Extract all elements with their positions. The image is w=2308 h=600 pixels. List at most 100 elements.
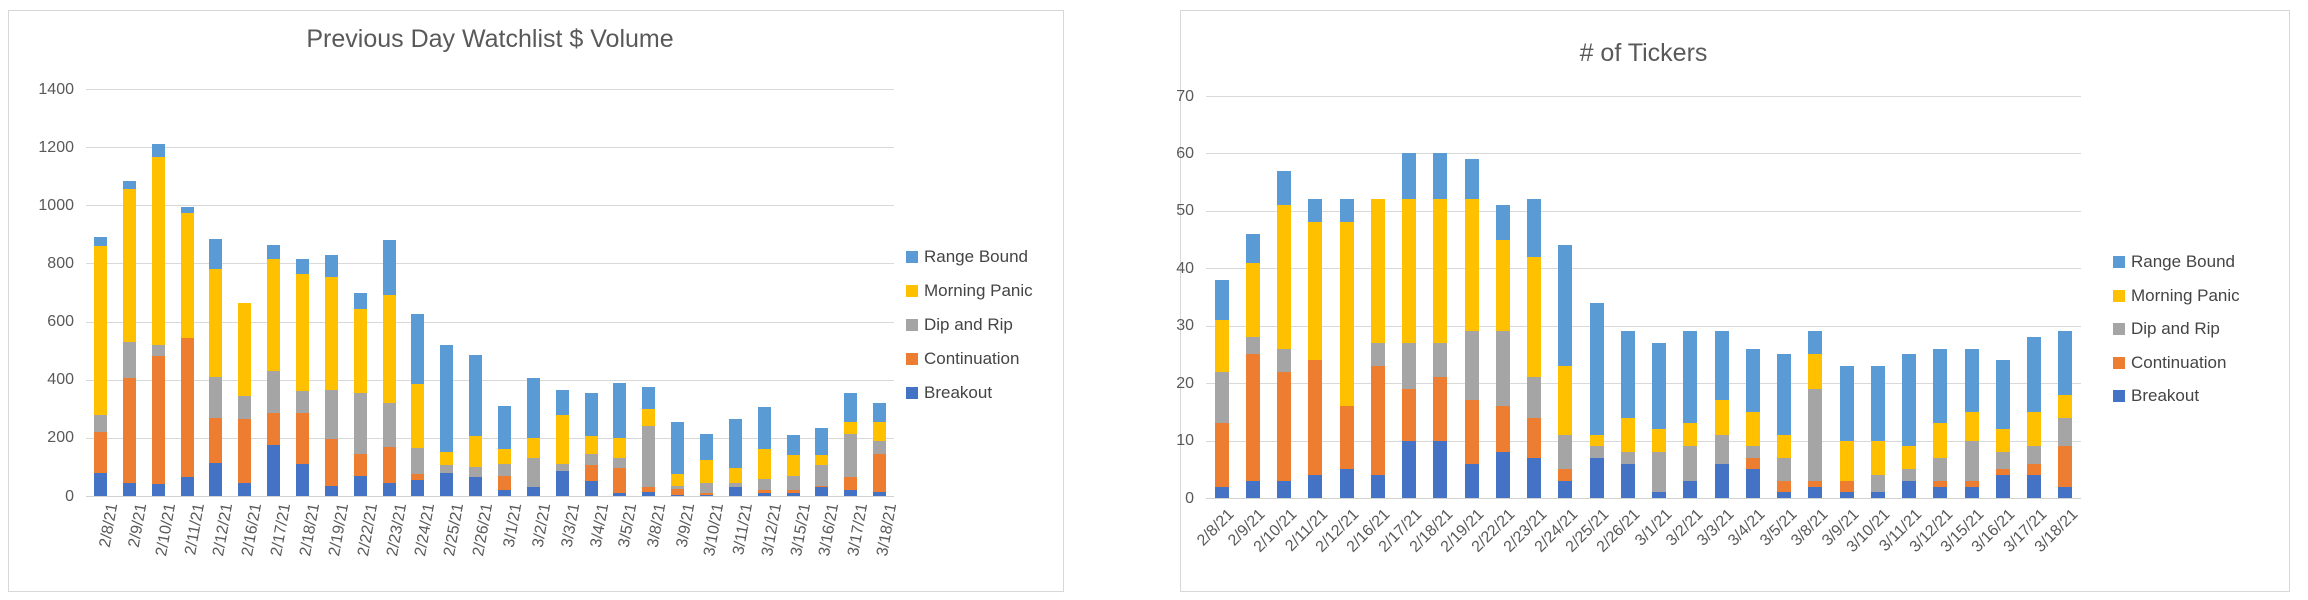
bar-segment-breakout: [815, 487, 829, 496]
bar-2/24/21: [1558, 245, 1573, 498]
gridline: [86, 437, 894, 439]
legend-swatch-icon: [2113, 289, 2125, 302]
bar-segment-dip-and-rip: [2027, 446, 2042, 464]
bar-segment-breakout: [1777, 492, 1792, 498]
bar-segment-continuation: [815, 485, 829, 488]
bar-segment-breakout: [1308, 475, 1323, 498]
bar-segment-continuation: [2058, 446, 2073, 487]
bar-segment-dip-and-rip: [757, 478, 771, 491]
bar-segment-dip-and-rip: [1402, 342, 1417, 389]
bar-segment-morning-panic: [267, 259, 281, 371]
bar-segment-dip-and-rip: [1714, 434, 1729, 464]
bar-segment-breakout: [1683, 480, 1698, 498]
legend-item-morning-panic: Morning Panic: [2113, 286, 2240, 306]
bar-segment-breakout: [1277, 480, 1292, 498]
bar-segment-morning-panic: [555, 414, 569, 465]
bar-segment-range-bound: [2027, 337, 2042, 412]
bar-2/23/21: [382, 240, 396, 496]
bar-segment-morning-panic: [1370, 199, 1385, 343]
bar-segment-continuation: [1964, 480, 1979, 487]
gridline: [86, 321, 894, 323]
bar-segment-breakout: [1933, 486, 1948, 498]
bar-segment-morning-panic: [1214, 320, 1229, 372]
bar-segment-morning-panic: [1683, 423, 1698, 447]
bar-2/11/21: [180, 206, 194, 496]
bar-segment-range-bound: [151, 144, 165, 158]
legend-label: Dip and Rip: [2131, 319, 2220, 338]
bar-segment-range-bound: [1527, 199, 1542, 257]
bar-segment-breakout: [497, 490, 511, 496]
bar-segment-morning-panic: [728, 468, 742, 483]
bar-segment-morning-panic: [584, 436, 598, 454]
bar-segment-breakout: [1339, 469, 1354, 498]
legend-item-dip-and-rip: Dip and Rip: [2113, 319, 2220, 339]
bar-segment-breakout: [209, 462, 223, 496]
bar-2/26/21: [1620, 331, 1635, 498]
bar-segment-morning-panic: [151, 157, 165, 345]
x-axis-tick-label: 3/10/21: [701, 502, 728, 558]
bar-segment-morning-panic: [1652, 429, 1667, 453]
bar-segment-breakout: [1464, 463, 1479, 498]
bar-segment-range-bound: [1558, 245, 1573, 366]
bar-segment-dip-and-rip: [786, 475, 800, 491]
bar-2/24/21: [411, 314, 425, 496]
bar-segment-range-bound: [267, 244, 281, 260]
bar-segment-morning-panic: [1620, 417, 1635, 453]
bar-segment-dip-and-rip: [267, 371, 281, 414]
bar-2/18/21: [1433, 153, 1448, 498]
bar-segment-breakout: [151, 484, 165, 496]
legend-item-continuation: Continuation: [906, 349, 1019, 369]
bar-segment-morning-panic: [469, 436, 483, 467]
bar-segment-dip-and-rip: [728, 482, 742, 488]
bar-segment-dip-and-rip: [671, 485, 685, 489]
bar-segment-dip-and-rip: [469, 466, 483, 478]
bar-segment-range-bound: [1308, 199, 1323, 223]
bar-segment-continuation: [2027, 463, 2042, 476]
bar-segment-continuation: [699, 493, 713, 495]
bar-3/10/21: [1870, 365, 1885, 498]
bar-segment-morning-panic: [411, 384, 425, 449]
bar-segment-range-bound: [1245, 233, 1260, 263]
bar-segment-morning-panic: [642, 408, 656, 427]
bar-2/16/21: [1370, 199, 1385, 498]
legend-swatch-icon: [2113, 256, 2125, 268]
x-axis-tick-label: 3/17/21: [845, 502, 872, 558]
y-axis-tick-label: 0: [1185, 489, 1194, 507]
gridline: [86, 496, 894, 497]
x-axis-tick-label: 2/25/21: [441, 502, 468, 558]
y-axis-tick-label: 1000: [38, 196, 74, 214]
legend-swatch-icon: [906, 387, 918, 399]
bar-segment-range-bound: [642, 386, 656, 409]
bar-segment-breakout: [1527, 457, 1542, 498]
bar-segment-continuation: [1995, 469, 2010, 476]
x-axis-tick-label: 3/2/21: [529, 502, 555, 549]
bar-segment-continuation: [238, 418, 252, 483]
x-axis-tick-label: 3/9/21: [673, 502, 699, 549]
bar-segment-range-bound: [1683, 331, 1698, 424]
x-axis-tick-label: 2/24/21: [412, 502, 439, 558]
bar-3/12/21: [1933, 348, 1948, 498]
bar-2/10/21: [151, 144, 165, 496]
legend-swatch-icon: [906, 251, 918, 263]
bar-segment-range-bound: [1433, 153, 1448, 200]
bar-segment-morning-panic: [1839, 440, 1854, 481]
bar-2/26/21: [469, 355, 483, 496]
bar-segment-dip-and-rip: [1933, 457, 1948, 481]
bar-segment-breakout: [613, 493, 627, 496]
bar-segment-dip-and-rip: [324, 389, 338, 440]
bar-segment-continuation: [324, 439, 338, 486]
bar-3/8/21: [1808, 331, 1823, 498]
bar-segment-breakout: [844, 490, 858, 496]
bar-segment-continuation: [1933, 480, 1948, 487]
bar-segment-dip-and-rip: [1870, 475, 1885, 493]
x-axis-tick-label: 3/15/21: [787, 502, 814, 558]
bar-segment-dip-and-rip: [555, 464, 569, 472]
gridline: [86, 89, 894, 90]
bar-3/3/21: [1714, 331, 1729, 498]
bar-segment-breakout: [1245, 480, 1260, 498]
bar-segment-dip-and-rip: [584, 453, 598, 466]
bar-segment-dip-and-rip: [699, 482, 713, 494]
legend-item-dip-and-rip: Dip and Rip: [906, 315, 1013, 335]
bar-segment-dip-and-rip: [815, 465, 829, 486]
bar-segment-range-bound: [209, 238, 223, 270]
